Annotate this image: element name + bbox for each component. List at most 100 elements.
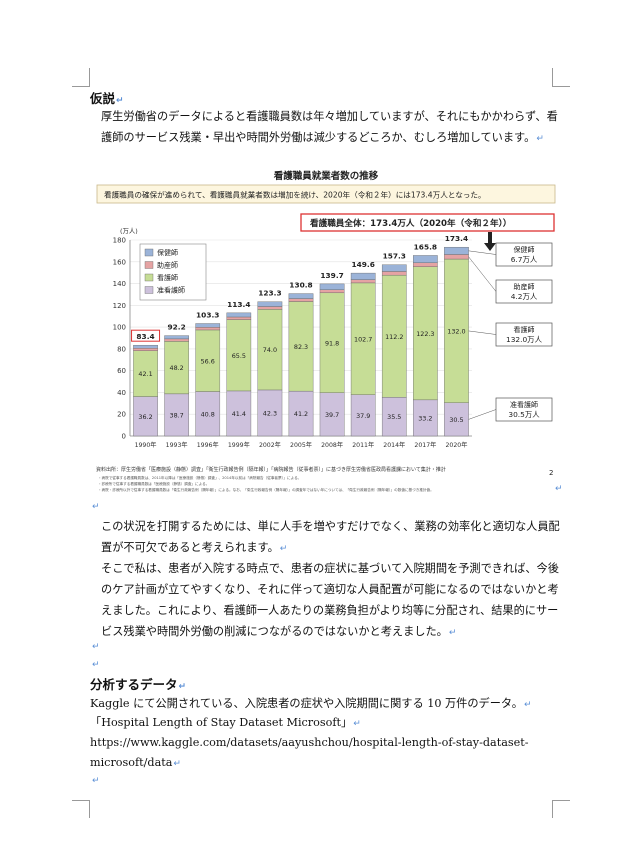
side-callout-box [495,279,553,304]
dataset-url[interactable]: https://www.kaggle.com/datasets/aayushch… [90,736,529,749]
segment-value-label: 41.2 [294,410,308,418]
side-callout-value: 30.5万人 [508,410,540,419]
legend-swatch [144,248,154,257]
bar-segment-看護師 [133,350,158,397]
crop-mark [552,68,553,86]
nurse-employment-chart-figure: 看護職員就業者数の推移 看護職員の確保が進められて、看護職員就業者数は増加を続け… [90,165,562,497]
legend-swatch [144,273,154,282]
bar-total-label: 139.7 [320,271,343,280]
callout-leader [468,330,497,335]
chart-subtitle: 看護職員の確保が進められて、看護職員就業者数は増加を続け、2020年（令和２年）… [104,190,486,200]
paragraph-mark: ↵ [92,502,100,512]
source-line: 資料出所：厚生労働省「医療施設（静態）調査」「衛生行政報告例（隔年報）」「病院報… [96,466,446,473]
segment-value-label: 82.3 [294,343,308,351]
dataset-url-continued[interactable]: microsoft/data↵ [90,756,181,769]
paragraph: この状況を打開するためには、単に人手を増やすだけでなく、業務の効率化と適切な人員… [101,520,560,554]
segment-value-label: 65.5 [232,352,246,360]
bar-segment-看護師 [319,292,345,393]
bar-segment-看護師 [288,301,314,392]
side-callout-name: 看護師 [514,325,535,334]
y-tick-label: 120 [113,302,126,310]
legend-swatch [144,286,154,294]
callout-leader [468,256,497,292]
bar-segment-看護師 [413,266,438,401]
bar-segment-保健師 [319,283,345,290]
y-tick-label: 60 [117,367,126,375]
bar-segment-看護師 [226,319,252,392]
segment-value-label: 36.2 [138,413,152,421]
segment-value-label: 40.8 [201,410,215,418]
bar-segment-保健師 [195,323,221,328]
x-tick-label: 2002年 [259,441,281,449]
x-tick-label: 1999年 [228,441,250,449]
chart-bars: 36.2 42.1 83.4 1990年 38.7 48.2 92.2 1993年 40.8 56… [131,234,469,449]
side-callout-name: 准看護師 [510,400,538,409]
y-tick-label: 40 [117,389,126,397]
bar-segment-保健師 [381,264,407,272]
paragraph-mark: ↵ [92,642,100,652]
x-tick-label: 1990年 [135,441,157,449]
side-callout-box [495,397,553,422]
bar-segment-助産師 [444,254,469,260]
x-tick-label: 2017年 [414,441,436,449]
x-tick-label: 2014年 [383,441,405,449]
bar-segment-助産師 [381,271,407,276]
highlight-box [131,329,161,342]
x-tick-label: 2008年 [321,441,343,449]
callout-arrow [484,232,496,251]
segment-value-label: 56.6 [201,357,215,365]
x-tick-label: 2005年 [290,441,312,449]
bar-segment-准看護師 [288,390,314,437]
segment-value-label: 91.8 [325,339,339,347]
bar-total-label: 149.6 [351,260,374,269]
bar-total-label: 130.8 [289,281,312,290]
segment-value-label: 39.7 [325,411,339,419]
side-callout-name: 助産師 [514,282,535,291]
segment-value-label: 38.7 [170,411,184,419]
legend-label: 准看護師 [157,286,185,295]
side-callout-value: 6.7万人 [511,255,538,264]
x-tick-label: 1996年 [197,441,219,449]
paragraph-mark: ↵ [555,484,563,494]
bar-segment-准看護師 [381,397,407,437]
bar-total-label: 113.4 [227,300,250,309]
y-tick-label: 0 [122,433,126,441]
y-tick-label: 140 [113,280,126,288]
subtitle-box [96,184,556,204]
crop-mark [552,86,570,87]
y-tick-label: 20 [117,411,126,419]
bar-segment-准看護師 [319,392,345,437]
paragraph-mark: ↵ [92,776,100,786]
bar-segment-助産師 [288,298,314,302]
callout-leader [468,409,497,420]
dataset-name: 「Hospital Length of Stay Dataset Microso… [90,716,361,729]
callout-text: 看護職員全体：173.4万人（2020年（令和２年）） [310,217,512,229]
segment-value-label: 42.3 [263,409,277,417]
source-note: ・診療所で従事する看護職員数は「医療施設（静態）調査」による。 [98,481,209,486]
bar-total-label: 123.3 [258,289,281,298]
section-heading: 仮説↵ [90,91,124,106]
legend-label: 看護師 [157,273,178,282]
side-callout-value: 4.2万人 [511,292,538,301]
side-callout-box [495,242,553,267]
bar-total-label: 103.3 [196,311,219,320]
source-note: ・病院で従事する看護職員数は、2011年以降は「医療施設（静態）調査」、2014… [98,475,301,480]
bar-segment-保健師 [413,255,438,263]
bar-segment-助産師 [195,327,221,331]
x-tick-label: 2011年 [352,441,374,449]
bar-segment-准看護師 [195,391,221,437]
paragraph: そこで私は、患者が入院する時点で、患者の症状に基づいて入院期間を予測できれば、今… [101,562,559,638]
segment-value-label: 132.0 [447,327,465,335]
x-tick-label: 1993年 [166,441,188,449]
bar-total-label: 165.8 [414,242,437,251]
data-description: Kaggle にて公開されている、入院患者の症状や入院期間に関する 10 万件の… [90,697,532,710]
legend-swatch [144,261,154,269]
bar-segment-助産師 [350,279,376,284]
bar-total-label: 92.2 [168,323,186,332]
legend-label: 保健師 [157,248,178,257]
bar-segment-准看護師 [226,390,252,437]
bar-segment-保健師 [350,272,376,280]
x-tick-label: 2020年 [445,441,467,449]
